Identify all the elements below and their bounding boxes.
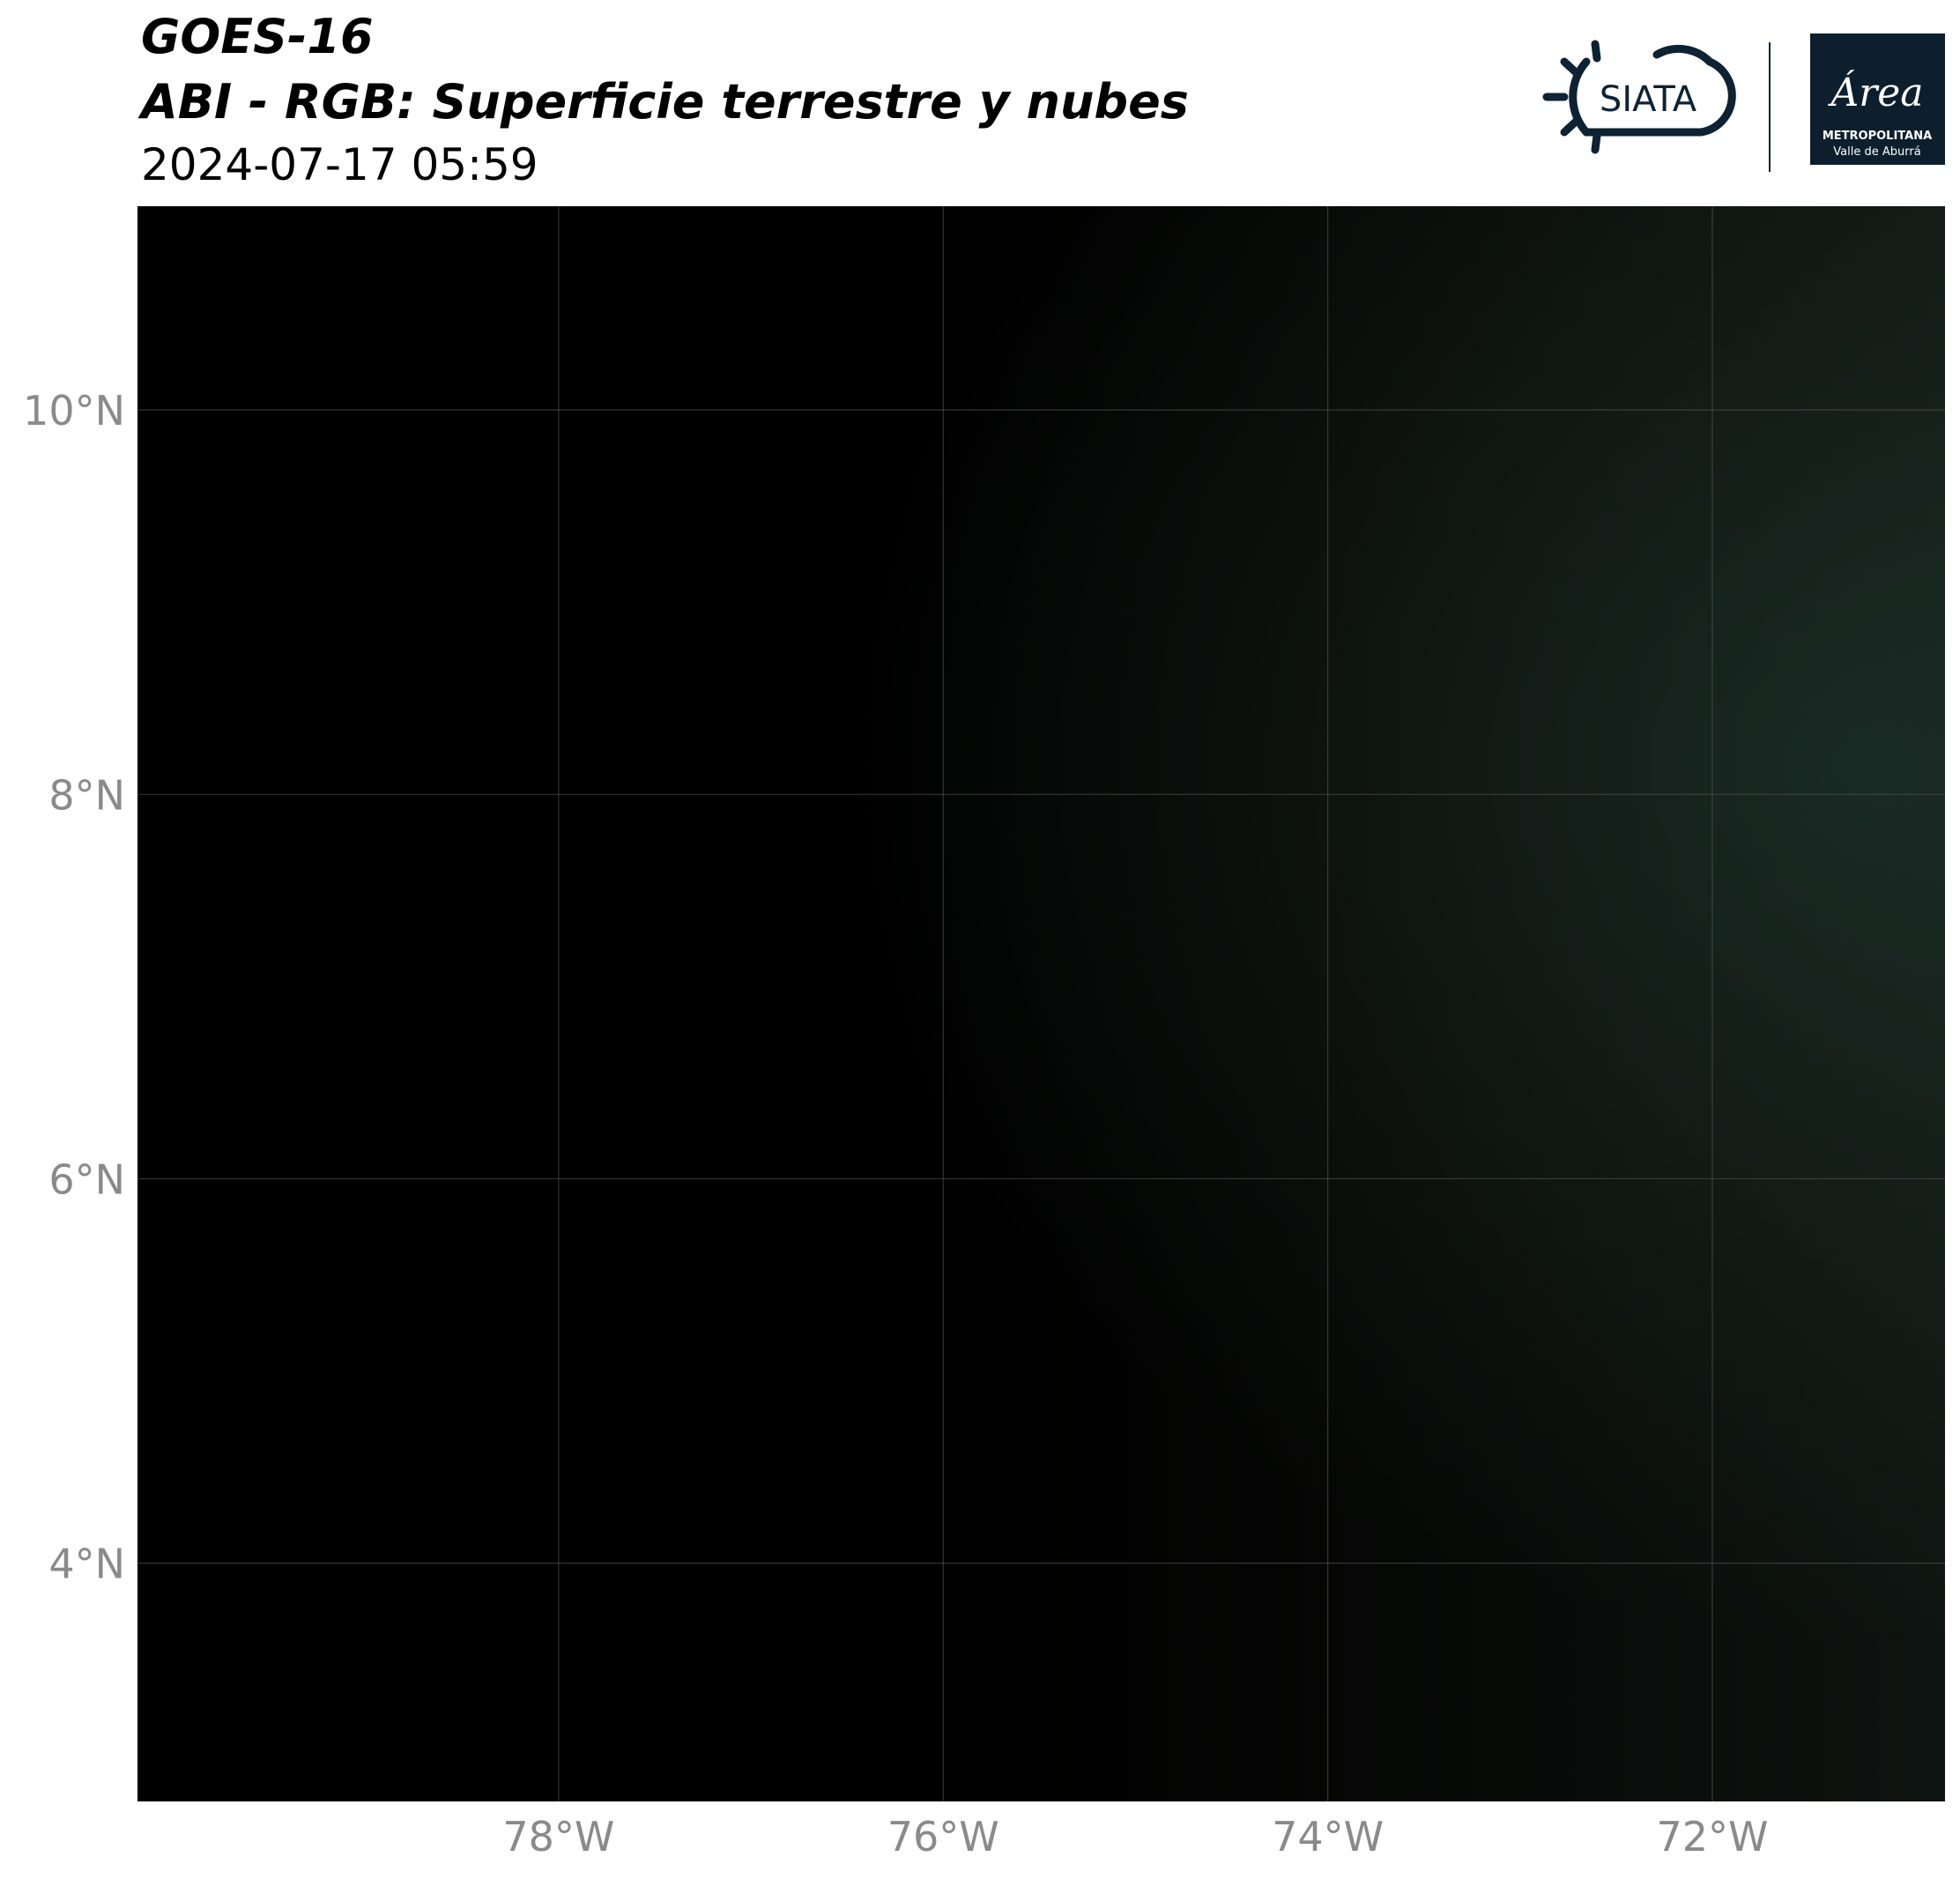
- y-tick-label: 4°N: [48, 1541, 125, 1588]
- y-tick-label: 6°N: [48, 1155, 125, 1203]
- subtitle: ABI - RGB: Superficie terrestre y nubes: [137, 74, 1189, 130]
- x-tick-label: 74°W: [1272, 1813, 1384, 1860]
- datetime: 2024-07-17 05:59: [141, 139, 538, 190]
- x-tick-label: 78°W: [502, 1813, 614, 1860]
- valle-text: Valle de Aburrá: [1833, 145, 1920, 159]
- area-text: Área: [1827, 69, 1923, 115]
- x-tick-label: 72°W: [1656, 1813, 1768, 1860]
- title: GOES-16: [141, 9, 374, 64]
- x-tick-label: 76°W: [887, 1813, 999, 1860]
- metropolitana-text: METROPOLITANA: [1823, 130, 1932, 143]
- siata-text: SIATA: [1600, 79, 1697, 120]
- area-logo: Área METROPOLITANA Valle de Aburrá: [1810, 33, 1945, 165]
- y-tick-label: 8°N: [48, 771, 125, 819]
- siata-logo: SIATA: [1542, 40, 1736, 154]
- land-shading: [793, 206, 1945, 1801]
- y-tick-label: 10°N: [23, 387, 125, 434]
